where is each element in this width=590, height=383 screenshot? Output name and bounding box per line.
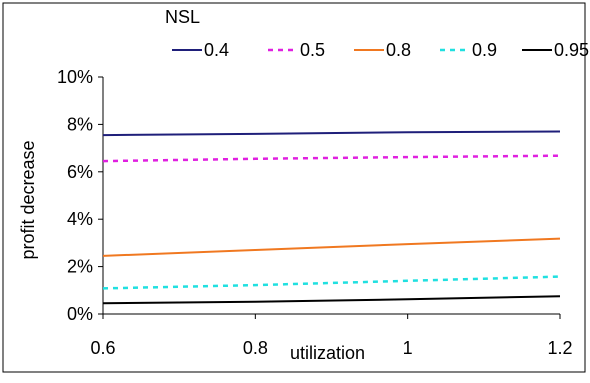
x-tick-label: 1.2 xyxy=(547,338,572,358)
y-tick-label: 6% xyxy=(67,162,93,182)
y-tick-label: 10% xyxy=(57,67,93,87)
y-axis-label: profit decrease xyxy=(18,140,38,259)
x-tick-label: 0.6 xyxy=(90,338,115,358)
y-tick-label: 8% xyxy=(67,114,93,134)
y-tick-label: 2% xyxy=(67,257,93,277)
series-line-0-9 xyxy=(102,275,561,290)
legend-label-0-95: 0.95 xyxy=(554,40,589,60)
x-tick-label: 0.8 xyxy=(243,338,268,358)
x-tick-label: 1 xyxy=(403,338,413,358)
legend: 0.4 0.5 0.8 0.9 0.95 xyxy=(172,40,589,60)
axes: 0% 2% 4% 6% 8% 10% 0.6 0.8 1 1.2 xyxy=(57,67,573,358)
chart-frame xyxy=(2,2,586,373)
series-line-0-95 xyxy=(102,295,561,305)
legend-label-0-5: 0.5 xyxy=(300,40,325,60)
series-line-0-8 xyxy=(102,237,561,257)
legend-label-0-4: 0.4 xyxy=(204,40,229,60)
legend-label-0-9: 0.9 xyxy=(472,40,497,60)
legend-title: NSL xyxy=(165,7,200,27)
plot-series xyxy=(102,130,561,305)
series-line-0-4 xyxy=(102,130,561,137)
legend-label-0-8: 0.8 xyxy=(386,40,411,60)
x-axis-label: utilization xyxy=(290,343,365,363)
series-line-0-5 xyxy=(102,154,561,163)
y-tick-label: 0% xyxy=(67,304,93,324)
y-tick-label: 4% xyxy=(67,209,93,229)
